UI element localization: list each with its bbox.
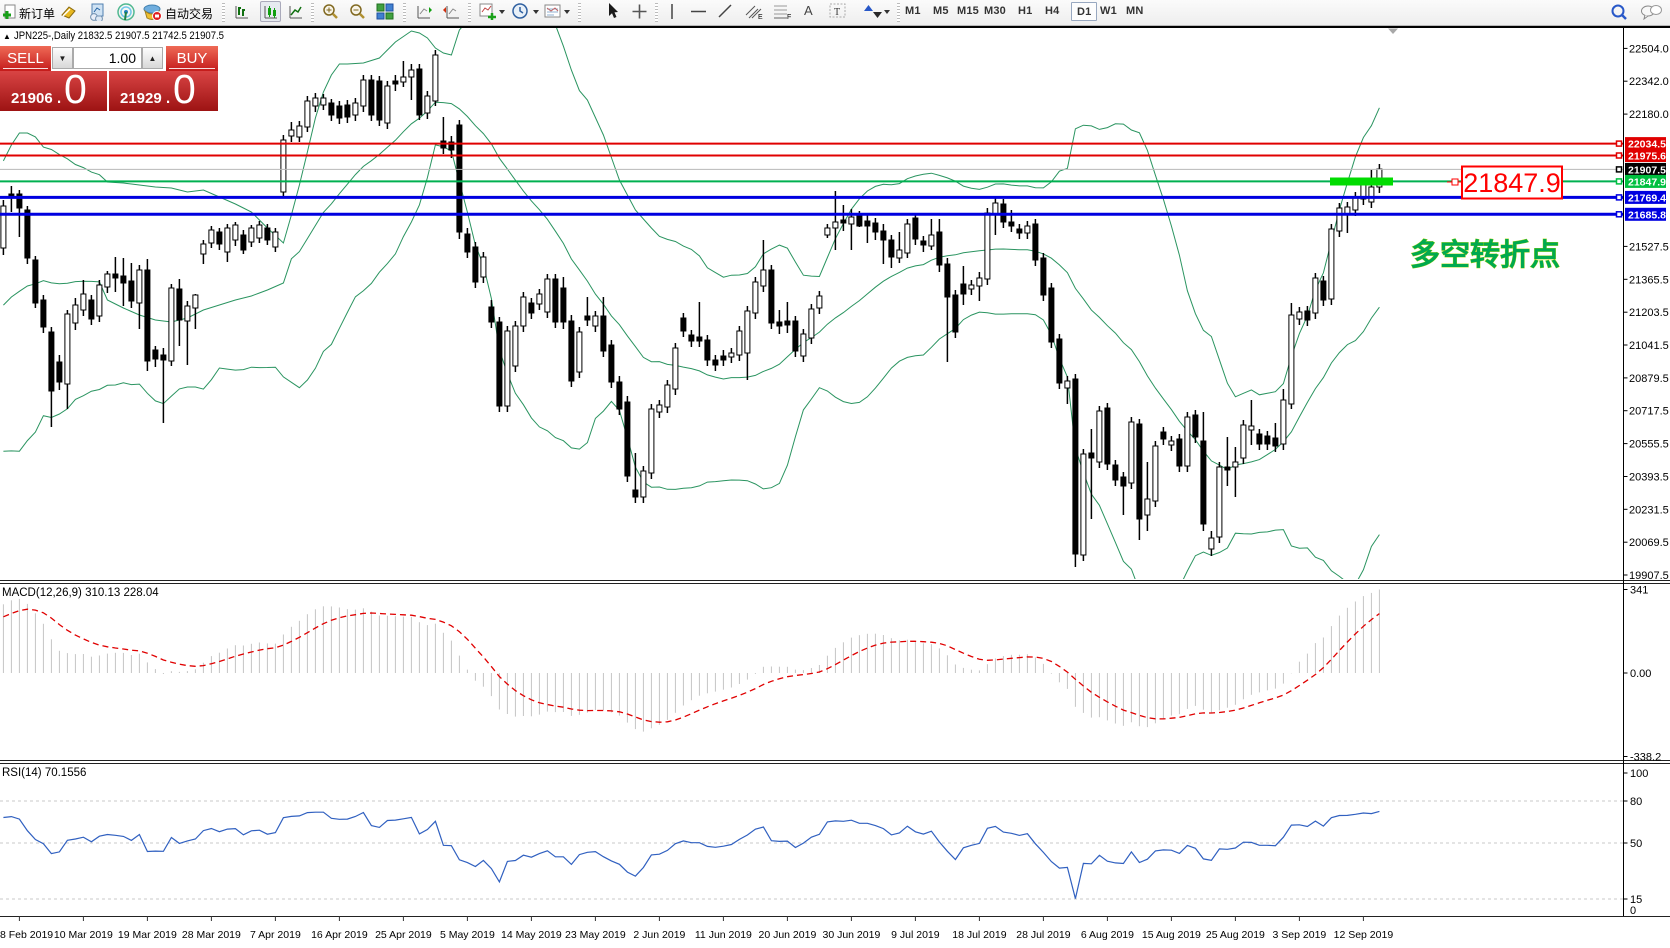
svg-text:14 May 2019: 14 May 2019 — [501, 929, 562, 941]
svg-text:15 Aug 2019: 15 Aug 2019 — [1142, 929, 1201, 941]
svg-text:0: 0 — [1630, 905, 1636, 917]
svg-text:19907.5: 19907.5 — [1629, 570, 1669, 582]
svg-text:T: T — [834, 7, 840, 18]
svg-text:6 Aug 2019: 6 Aug 2019 — [1081, 929, 1134, 941]
svg-text:20069.5: 20069.5 — [1629, 537, 1669, 549]
svg-text:21203.5: 21203.5 — [1629, 307, 1669, 319]
svg-text:22034.5: 22034.5 — [1628, 139, 1666, 151]
svg-text:21685.8: 21685.8 — [1628, 209, 1666, 221]
svg-text:100: 100 — [1630, 768, 1648, 780]
svg-text:20231.5: 20231.5 — [1629, 504, 1669, 516]
svg-text:50: 50 — [1630, 838, 1642, 850]
svg-text:22504.0: 22504.0 — [1629, 43, 1669, 55]
svg-text:20 Jun 2019: 20 Jun 2019 — [758, 929, 816, 941]
svg-text:9 Jul 2019: 9 Jul 2019 — [891, 929, 940, 941]
svg-text:21041.5: 21041.5 — [1629, 340, 1669, 352]
svg-text:25 Apr 2019: 25 Apr 2019 — [375, 929, 432, 941]
svg-text:22180.0: 22180.0 — [1629, 109, 1669, 121]
svg-text:7 Apr 2019: 7 Apr 2019 — [250, 929, 301, 941]
svg-text:15: 15 — [1630, 894, 1642, 906]
svg-text:5 May 2019: 5 May 2019 — [440, 929, 495, 941]
svg-text:0.00: 0.00 — [1630, 668, 1651, 680]
svg-text:A: A — [804, 3, 813, 18]
svg-text:21847.9: 21847.9 — [1463, 168, 1561, 198]
svg-text:19 Mar 2019: 19 Mar 2019 — [118, 929, 177, 941]
svg-text:22342.0: 22342.0 — [1629, 76, 1669, 88]
svg-text:JPN225-,Daily 21832.5 21907.5: JPN225-,Daily 21832.5 21907.5 21742.5 21… — [14, 30, 224, 42]
svg-text:20717.5: 20717.5 — [1629, 406, 1669, 418]
svg-text:F: F — [787, 14, 791, 20]
svg-text:多空转折点: 多空转折点 — [1410, 239, 1560, 272]
svg-text:18 Jul 2019: 18 Jul 2019 — [952, 929, 1006, 941]
svg-text:21769.4: 21769.4 — [1628, 192, 1666, 204]
svg-text:20879.5: 20879.5 — [1629, 373, 1669, 385]
svg-text:30 Jun 2019: 30 Jun 2019 — [822, 929, 880, 941]
svg-text:21365.5: 21365.5 — [1629, 274, 1669, 286]
svg-text:21847.9: 21847.9 — [1628, 176, 1666, 188]
svg-text:12 Sep 2019: 12 Sep 2019 — [1334, 929, 1394, 941]
svg-text:8 Feb 2019: 8 Feb 2019 — [0, 929, 53, 941]
svg-text:RSI(14) 70.1556: RSI(14) 70.1556 — [2, 767, 86, 779]
svg-text:23 May 2019: 23 May 2019 — [565, 929, 626, 941]
svg-text:▲: ▲ — [3, 32, 11, 41]
svg-text:10 Mar 2019: 10 Mar 2019 — [54, 929, 113, 941]
svg-text:E: E — [758, 14, 763, 20]
svg-text:341: 341 — [1630, 585, 1648, 597]
svg-text:MACD(12,26,9) 310.13 228.04: MACD(12,26,9) 310.13 228.04 — [2, 587, 159, 599]
svg-text:20555.5: 20555.5 — [1629, 439, 1669, 451]
svg-text:-338.2: -338.2 — [1630, 752, 1661, 764]
svg-text:21527.5: 21527.5 — [1629, 241, 1669, 253]
svg-text:2 Jun 2019: 2 Jun 2019 — [633, 929, 685, 941]
svg-text:16 Apr 2019: 16 Apr 2019 — [311, 929, 368, 941]
svg-text:28 Jul 2019: 28 Jul 2019 — [1016, 929, 1070, 941]
svg-text:25 Aug 2019: 25 Aug 2019 — [1206, 929, 1265, 941]
svg-text:11 Jun 2019: 11 Jun 2019 — [695, 929, 752, 941]
svg-text:21975.6: 21975.6 — [1628, 151, 1666, 163]
svg-text:28 Mar 2019: 28 Mar 2019 — [182, 929, 241, 941]
svg-text:3 Sep 2019: 3 Sep 2019 — [1273, 929, 1327, 941]
svg-text:20393.5: 20393.5 — [1629, 472, 1669, 484]
svg-text:21907.5: 21907.5 — [1628, 164, 1666, 176]
svg-text:80: 80 — [1630, 796, 1642, 808]
